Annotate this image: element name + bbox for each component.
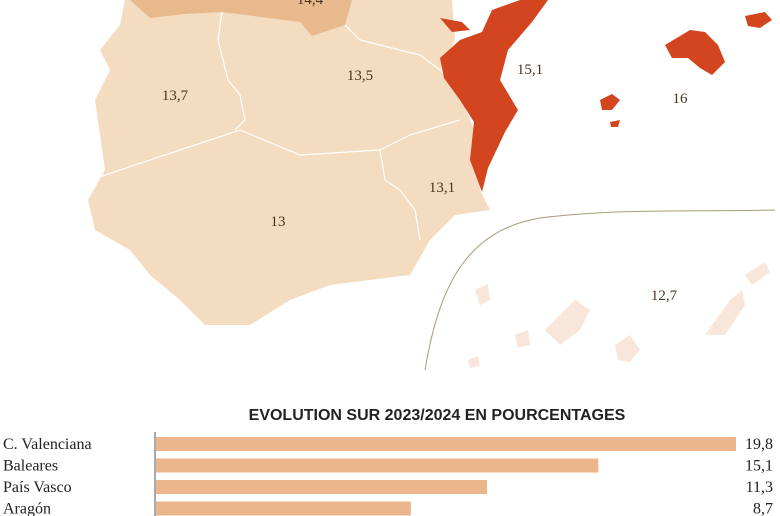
map-label: 13,7 (162, 88, 189, 104)
mallorca (665, 30, 725, 75)
value-label: 8,7 (753, 501, 773, 516)
border (344, 24, 441, 71)
map-label: 15,1 (517, 62, 543, 78)
category-label: C. Valenciana (3, 436, 92, 453)
menorca (745, 12, 772, 28)
bar (156, 437, 736, 451)
formentera (610, 120, 620, 127)
map-label: 13,1 (429, 180, 455, 196)
map-label: 13 (271, 214, 286, 230)
inset-border (424, 209, 776, 371)
border (89, 119, 461, 181)
map-label: 16 (673, 91, 689, 107)
canaries (468, 262, 770, 368)
map-label: 14,4 (297, 0, 324, 8)
catalonia-tip (440, 18, 470, 32)
north-region (130, 0, 222, 18)
border (217, 11, 246, 131)
bar (156, 480, 488, 494)
map: 14,4 15,1 16 13,7 13,5 13,1 13 12,7 (88, 0, 776, 371)
chart-title: EVOLUTION SUR 2023/2024 EN POURCENTAGES (249, 407, 626, 424)
bar (156, 458, 599, 473)
value-label: 15,1 (745, 458, 773, 475)
value-label: 11,3 (746, 479, 773, 496)
category-label: Baleares (3, 458, 58, 475)
map-label: 13,5 (347, 68, 373, 84)
bar (156, 501, 411, 516)
ibiza (600, 94, 620, 110)
border (379, 149, 421, 241)
value-label: 19,8 (745, 436, 773, 453)
region-14-4 (222, 0, 352, 36)
category-label: País Vasco (3, 479, 72, 496)
valencia (440, 0, 548, 192)
category-label: Aragón (3, 501, 51, 516)
map-label: 12,7 (651, 288, 678, 304)
mainland (88, 0, 490, 325)
